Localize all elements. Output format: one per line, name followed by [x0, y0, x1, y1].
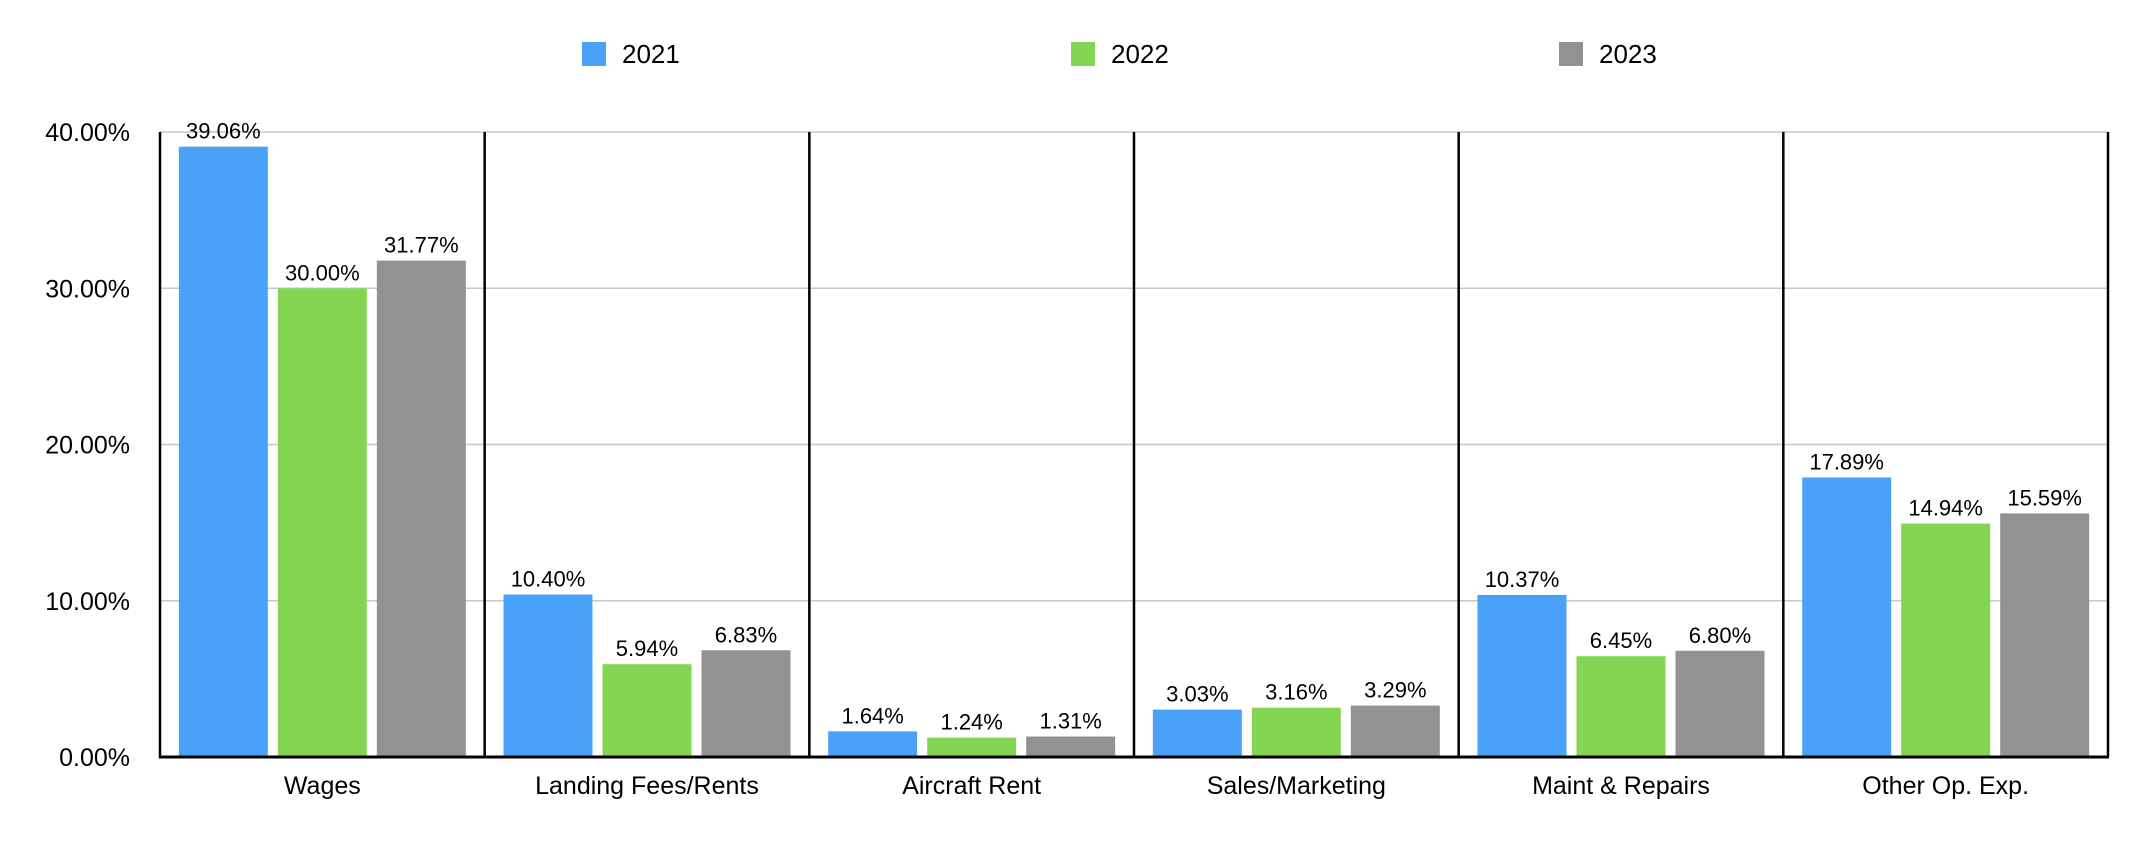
bar: [602, 664, 692, 757]
y-tick-label: 0.00%: [59, 744, 130, 772]
legend-swatch-2022: [1071, 42, 1095, 66]
bar: [1901, 523, 1991, 757]
bar: [828, 731, 918, 757]
data-label: 1.31%: [1039, 709, 1101, 734]
bar: [1802, 477, 1892, 757]
data-label: 14.94%: [1908, 496, 1983, 521]
data-label: 3.16%: [1265, 680, 1327, 705]
legend-swatch-2021: [582, 42, 606, 66]
data-label: 31.77%: [384, 233, 459, 258]
data-label: 5.94%: [616, 636, 678, 661]
labels: 0.00% 10.00% 20.00% 30.00% 40.00% 39.06% 30.00…: [45, 119, 2082, 800]
bar: [701, 650, 791, 757]
data-label: 30.00%: [285, 260, 360, 285]
bar: [503, 594, 593, 757]
data-label: 6.45%: [1590, 628, 1652, 653]
legend-item-2022: 2022: [1071, 36, 1169, 72]
data-label: 1.24%: [940, 710, 1002, 735]
x-tick-label: Landing Fees/Rents: [535, 772, 759, 800]
data-label: 6.80%: [1689, 623, 1751, 648]
data-label: 10.40%: [511, 567, 586, 592]
legend-item-2021: 2021: [582, 36, 680, 72]
y-tick-label: 20.00%: [45, 432, 130, 460]
bars: [178, 146, 2090, 757]
bar: [1026, 736, 1116, 757]
data-label: 1.64%: [841, 703, 903, 728]
legend-label-2023: 2023: [1599, 38, 1657, 69]
data-label: 15.59%: [2007, 485, 2082, 510]
data-label: 3.03%: [1166, 682, 1228, 707]
y-tick-label: 40.00%: [45, 119, 130, 147]
bar: [1675, 650, 1765, 757]
bar: [277, 288, 367, 757]
bar: [1477, 594, 1567, 757]
legend-item-2023: 2023: [1559, 36, 1657, 72]
x-tick-label: Aircraft Rent: [902, 772, 1041, 800]
data-label: 3.29%: [1364, 678, 1426, 703]
category-dividers: [483, 132, 2110, 757]
legend: 2021 2022 2023: [0, 36, 2150, 72]
x-tick-label: Wages: [284, 772, 361, 800]
data-label: 6.83%: [715, 622, 777, 647]
data-label: 10.37%: [1485, 567, 1560, 592]
bar: [376, 260, 466, 757]
bar: [1251, 707, 1341, 757]
y-tick-label: 30.00%: [45, 275, 130, 303]
data-label: 17.89%: [1809, 449, 1884, 474]
legend-label-2021: 2021: [622, 38, 680, 69]
data-label: 39.06%: [186, 119, 261, 144]
legend-label-2022: 2022: [1111, 38, 1169, 69]
bar: [927, 737, 1017, 757]
x-tick-label: Maint & Repairs: [1532, 772, 1710, 800]
bar: [1350, 705, 1440, 757]
bar: [1576, 656, 1666, 757]
legend-swatch-2023: [1559, 42, 1583, 66]
axes: [158, 132, 2109, 759]
bar: [178, 146, 268, 757]
x-tick-label: Sales/Marketing: [1207, 772, 1386, 800]
bar: [2000, 513, 2090, 757]
bar: [1152, 709, 1242, 757]
y-tick-label: 10.00%: [45, 588, 130, 616]
x-tick-label: Other Op. Exp.: [1862, 772, 2029, 800]
